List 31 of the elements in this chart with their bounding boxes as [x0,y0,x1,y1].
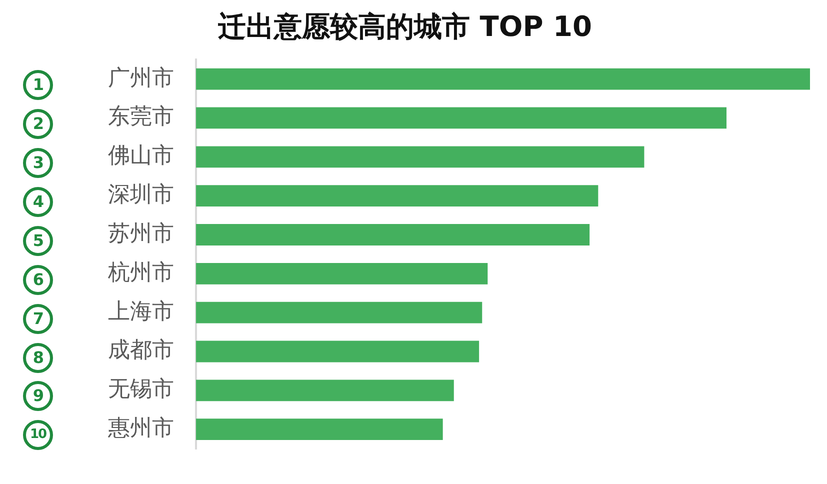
rank-badge: 4 [23,186,53,217]
bar [196,418,443,440]
rank-badge: 6 [23,264,53,295]
rank-badge: 10 [23,420,53,450]
y-tick-label: 无锡市 [108,377,174,402]
y-tick-label: 苏州市 [108,221,174,246]
y-tick-label: 广州市 [108,66,174,91]
bar [196,340,480,362]
bar [196,224,590,246]
y-tick-label: 东莞市 [108,104,174,130]
bar [196,68,810,90]
chart-title: 迁出意愿较高的城市 TOP 10 [217,10,592,44]
y-tick-label: 上海市 [108,299,174,324]
bar [196,380,454,402]
y-tick-label: 杭州市 [107,260,174,286]
bar [196,107,726,129]
rank-badge: 9 [23,381,53,412]
y-tick-label: 佛山市 [108,144,174,169]
rank-badge: 1 [23,70,53,100]
y-tick-label: 成都市 [108,338,174,364]
rank-badge: 3 [23,148,53,178]
rank-badge: 7 [23,304,53,334]
bar [196,302,482,324]
bar [196,146,644,168]
rank-badge: 5 [23,226,53,256]
y-tick-label: 惠州市 [107,416,174,442]
bar [196,262,488,284]
rank-badge: 8 [23,342,53,372]
y-tick-label: 深圳市 [108,182,174,208]
bar [196,185,598,207]
rank-badge: 2 [23,108,53,139]
